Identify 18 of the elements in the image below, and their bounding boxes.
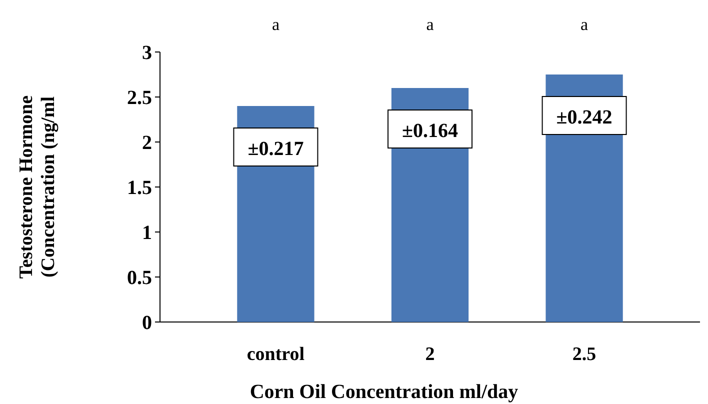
text: a <box>580 15 589 34</box>
y-tick-label: 2.5 <box>127 87 152 109</box>
text: a <box>272 15 280 34</box>
x-tick-label: control <box>246 344 305 365</box>
y-tick-label: 1.5 <box>127 177 152 199</box>
annotation: ±0.217 <box>248 138 304 160</box>
annotation: ±0.242 <box>556 106 612 128</box>
x-tick-label: 2.5 <box>572 344 596 365</box>
x-axis-title: Corn Oil Concentration ml/day <box>250 381 518 403</box>
y-tick-label: 0.5 <box>127 267 152 289</box>
text: a <box>426 15 434 34</box>
y-axis-title: Testosterone Hormone (Concentration (ng/ml <box>16 95 59 279</box>
x-tick-label: 2 <box>425 344 435 365</box>
y-tick-label: 3 <box>142 42 152 64</box>
annotation: ±0.164 <box>402 120 458 142</box>
y-tick-label: 0 <box>142 312 152 334</box>
y-tick-label: 2 <box>142 132 152 154</box>
y-tick-label: 1 <box>142 222 152 244</box>
